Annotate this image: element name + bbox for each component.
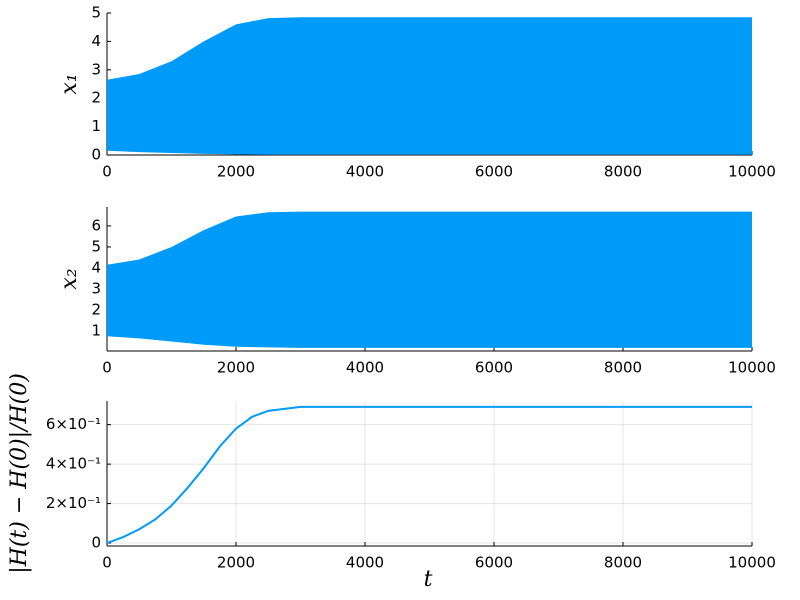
- y-tick-label: 4: [91, 32, 101, 50]
- line: [106, 405, 752, 544]
- x-tick-label: 6000: [475, 359, 513, 377]
- x-tick-label: 10000: [728, 359, 776, 377]
- y-tick-label: 6×10⁻¹: [46, 415, 101, 433]
- y-tick-label: 5: [91, 237, 101, 255]
- y-tick-label: 3: [91, 279, 101, 297]
- y-tick-label: 4×10⁻¹: [46, 455, 101, 473]
- y-axis-label: |H(t) − H(0)|/H(0): [7, 373, 32, 574]
- x-tick-label: 0: [102, 359, 112, 377]
- x-tick-label: 10000: [728, 163, 776, 181]
- x-tick-label: 0: [102, 163, 112, 181]
- x-tick-label: 2000: [217, 359, 255, 377]
- y-tick-label: 2: [91, 89, 101, 107]
- y-tick-label: 0: [91, 534, 101, 552]
- y-tick-label: 6: [91, 216, 101, 234]
- x-tick-label: 8000: [604, 163, 642, 181]
- x-tick-label: 6000: [475, 554, 513, 572]
- y-tick-label: 2×10⁻¹: [46, 494, 101, 512]
- y-tick-label: 1: [91, 117, 101, 135]
- x-tick-label: 6000: [475, 163, 513, 181]
- y-tick-label: 4: [91, 258, 101, 276]
- y-tick-label: 2: [91, 301, 101, 319]
- y-tick-label: 3: [91, 60, 101, 78]
- x-tick-label: 0: [102, 554, 112, 572]
- oscillation-band: [107, 17, 752, 155]
- y-axis-label: x₂: [57, 268, 82, 289]
- oscillation-band: [107, 211, 752, 348]
- y-tick-label: 1: [91, 322, 101, 340]
- y-tick-label: 5: [91, 4, 101, 22]
- y-tick-label: 0: [91, 146, 101, 164]
- x-tick-label: 4000: [346, 359, 384, 377]
- x-tick-label: 8000: [604, 359, 642, 377]
- y-axis-label: x₁: [57, 73, 82, 94]
- x-tick-label: 4000: [346, 163, 384, 181]
- x-tick-label: 2000: [217, 554, 255, 572]
- x-tick-label: 10000: [728, 554, 776, 572]
- x-axis-label: t: [424, 567, 433, 592]
- x-tick-label: 8000: [604, 554, 642, 572]
- x-tick-label: 2000: [217, 163, 255, 181]
- x-tick-label: 4000: [346, 554, 384, 572]
